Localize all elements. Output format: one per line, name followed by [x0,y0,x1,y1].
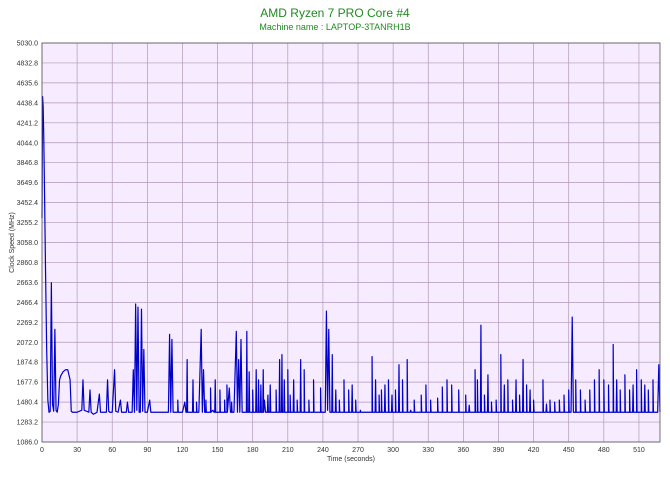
y-tick-label: 5030.0 [17,41,39,48]
chart-subtitle: Machine name : LAPTOP-3TANRH1B [259,22,411,32]
y-tick-label: 1086.0 [17,440,39,447]
y-tick-label: 2663.6 [17,280,39,287]
y-tick-label: 2466.4 [17,300,39,307]
y-tick-label: 3452.4 [17,200,39,207]
y-tick-label: 4241.2 [17,120,39,127]
y-tick-label: 3058.0 [17,240,39,247]
y-tick-label: 1283.2 [17,420,39,427]
y-tick-label: 4438.4 [17,100,39,107]
x-tick-label: 360 [458,447,470,454]
x-tick-label: 240 [317,447,329,454]
x-tick-label: 300 [387,447,399,454]
y-tick-label: 2072.0 [17,340,39,347]
y-axis-label: Clock Speed (MHz) [9,212,16,273]
series-layer [41,96,661,415]
y-tick-label: 1874.8 [17,360,39,367]
x-tick-label: 450 [563,447,575,454]
y-tick-label: 2860.8 [17,260,39,267]
x-tick-label: 180 [247,447,259,454]
y-tick-label: 3649.6 [17,180,39,187]
x-tick-label: 30 [73,447,81,454]
x-tick-label: 210 [282,447,294,454]
x-tick-label: 330 [422,447,434,454]
y-tick-label: 4635.6 [17,80,39,87]
x-tick-label: 120 [177,447,189,454]
y-tick-label: 3846.8 [17,160,39,167]
y-tick-label: 1480.4 [17,400,39,407]
x-tick-label: 60 [108,447,116,454]
y-tick-label: 4044.0 [17,140,39,147]
x-tick-label: 390 [493,447,505,454]
x-tick-label: 480 [598,447,610,454]
x-tick-label: 270 [352,447,364,454]
y-tick-label: 4832.8 [17,60,39,67]
chart-title: AMD Ryzen 7 PRO Core #4 [260,6,410,20]
x-tick-label: 0 [40,447,44,454]
y-tick-label: 2269.2 [17,320,39,327]
x-tick-label: 90 [143,447,151,454]
x-tick-label: 150 [212,447,224,454]
x-tick-label: 420 [528,447,540,454]
x-axis-label: Time (seconds) [327,456,375,463]
x-tick-label: 510 [633,447,645,454]
plot-frame [41,42,661,443]
tick-labels: 1086.0 1283.2 1480.4 1677.6 1874.8 2072.0 2269… [17,41,645,455]
y-tick-label: 3255.2 [17,220,39,227]
series-line-clock-speed [41,96,661,415]
y-tick-label: 1677.6 [17,380,39,387]
